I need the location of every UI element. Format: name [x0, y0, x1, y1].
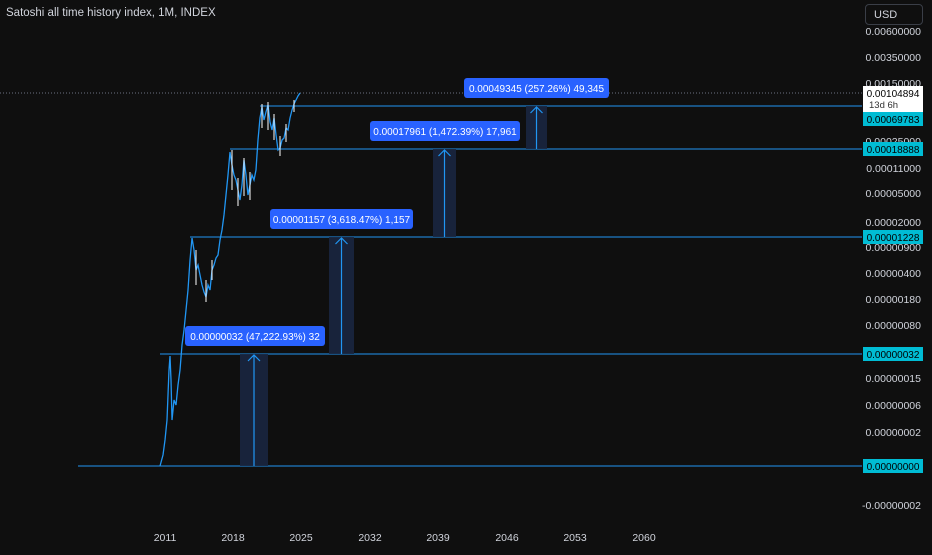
level-price-tag: [863, 347, 923, 361]
current-price-badge: [863, 86, 923, 112]
y-axis-tick-label: 0.00350000: [866, 52, 922, 64]
x-axis-tick-label: 2060: [632, 532, 656, 544]
y-axis-tick-label: 0.00011000: [866, 163, 921, 175]
y-axis-tick-label: 0.00000400: [866, 268, 922, 280]
current-price-countdown: 13d 6h: [869, 100, 898, 111]
measure-label-box: [464, 78, 609, 98]
y-axis-tick-label: 0.00600000: [866, 26, 922, 38]
measure-label-text: 0.00001157 (3,618.47%) 1,157: [273, 215, 411, 226]
x-axis-tick-label: 2032: [358, 532, 382, 544]
level-price-tag-text: 0.00000000: [867, 462, 920, 473]
level-price-tag-text: 0.00018888: [867, 145, 920, 156]
measure-arrow-head: [335, 237, 348, 245]
y-axis-tick-label: 0.00000015: [866, 373, 922, 385]
measure-arrow-head: [438, 149, 451, 157]
level-price-tag-text: 0.00001228: [867, 233, 920, 244]
x-axis-tick-label: 2046: [495, 532, 519, 544]
y-axis-tick-label: 0.00000002: [866, 427, 922, 439]
measure-label-text: 0.00049345 (257.26%) 49,345: [469, 84, 605, 95]
level-price-tag: [863, 142, 923, 156]
x-axis-tick-label: 2039: [426, 532, 450, 544]
y-axis-tick-label: -0.00000002: [862, 500, 921, 512]
measure-arrow-head: [247, 354, 261, 362]
level-price-tag: [863, 112, 923, 126]
measure-label-text: 0.00000032 (47,222.93%) 32: [190, 332, 320, 343]
y-axis-tick-label: 0.00002000: [866, 217, 922, 229]
level-price-tag-text: 0.00069783: [867, 115, 920, 126]
y-axis-tick-label: 0.00000080: [866, 320, 922, 332]
x-axis-tick-label: 2018: [221, 532, 245, 544]
measure-label-box: [270, 209, 413, 229]
measure-label-text: 0.00017961 (1,472.39%) 17,961: [373, 127, 517, 138]
level-price-tag: [863, 459, 923, 473]
level-price-tag: [863, 230, 923, 244]
current-price-value: 0.00104894: [867, 89, 920, 100]
chart-title: Satoshi all time history index, 1M, INDE…: [6, 7, 216, 19]
y-axis-tick-label: 0.00000180: [866, 294, 922, 306]
x-axis-tick-label: 2053: [563, 532, 587, 544]
y-axis-tick-label: 0.00000006: [866, 400, 922, 412]
y-axis-tick-label: 0.00005000: [866, 188, 922, 200]
price-series-line: [159, 92, 301, 467]
y-axis-tick-label: 0.00000900: [866, 242, 922, 254]
x-axis-tick-label: 2025: [289, 532, 313, 544]
level-price-tag-text: 0.00000032: [867, 350, 920, 361]
measure-arrow-head: [530, 106, 543, 114]
currency-button[interactable]: USD: [865, 4, 923, 25]
measure-label-box: [370, 121, 520, 141]
measure-label-box: [185, 326, 325, 346]
x-axis-tick-label: 2011: [154, 532, 177, 544]
